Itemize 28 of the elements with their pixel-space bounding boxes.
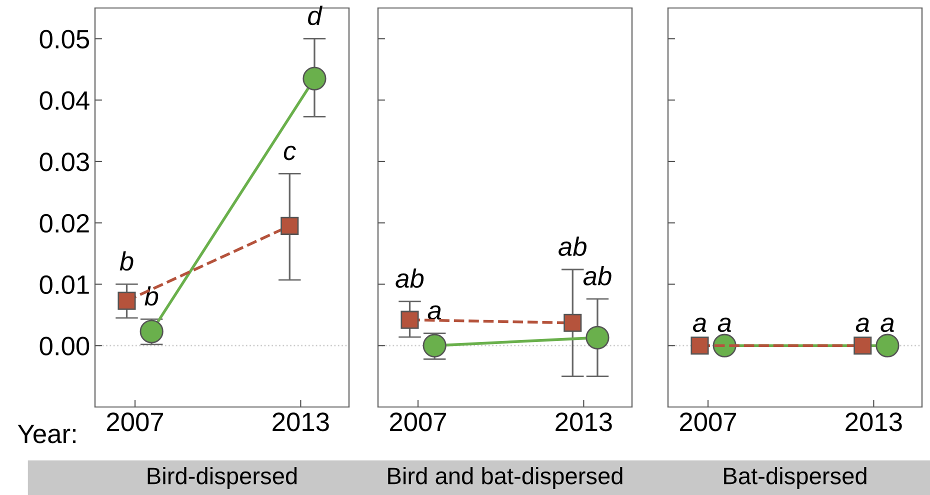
annotation: a [880,318,894,332]
x-tick-label: 2013 [846,412,902,432]
y-tick-label: 0.03 [40,152,89,172]
x-tick-label: 2007 [390,412,446,432]
annotation: ab [583,266,612,286]
annotation: b [120,251,134,271]
x-tick-label: 2013 [556,412,612,432]
x-tick-label: 2013 [272,412,329,432]
x-axis-title: Bat-dispersed [724,467,866,490]
annotation: c [284,146,296,160]
x-tick-label: 2007 [680,412,736,432]
annotation: ab [396,268,424,288]
x-axis-title: Bird and bat-dispersed [388,467,622,490]
y-tick-label: 0.02 [40,214,89,233]
x-axis-title: Bird-dispersed [148,467,297,490]
y-tick-label: 0.05 [40,30,90,49]
x-tick-label: 2007 [107,412,164,432]
annotation: ab [558,236,587,256]
annotation: d [308,6,323,26]
annotation: a [718,318,732,332]
y-tick-label: 0.04 [40,91,90,110]
y-tick-label: 0.01 [40,275,89,294]
y-tick-label: 0.00 [40,336,90,356]
annotation: a [693,318,706,332]
annotation: a [856,318,870,332]
text: Year: [18,424,76,444]
annotation: a [428,305,442,320]
annotation: b [144,286,158,306]
